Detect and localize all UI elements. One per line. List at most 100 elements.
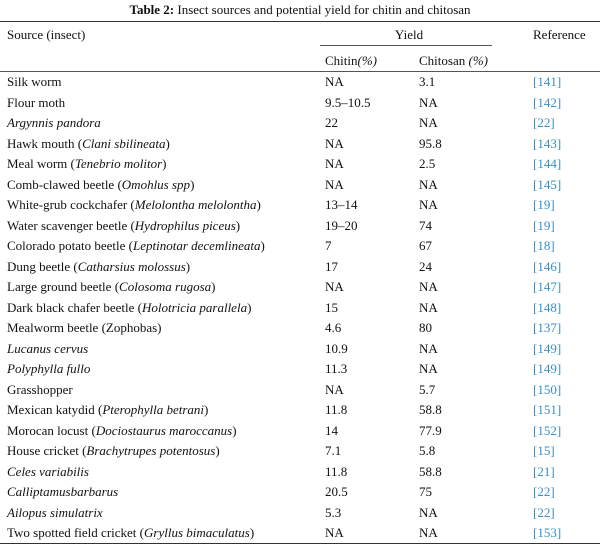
row-chitin: 13–14 bbox=[325, 197, 358, 212]
row-reference: [143] bbox=[533, 136, 562, 151]
row-chitosan: NA bbox=[419, 115, 438, 130]
reference-link[interactable]: 151 bbox=[537, 402, 557, 417]
reference-link[interactable]: 18 bbox=[537, 238, 551, 253]
reference-link[interactable]: 147 bbox=[537, 279, 557, 294]
bottom-rule bbox=[0, 543, 600, 544]
row-chitin: 11.3 bbox=[325, 361, 348, 376]
scientific-name: Dociostaurus maroccanus bbox=[95, 423, 233, 438]
table-caption: Table 2: Insect sources and potential yi… bbox=[0, 2, 600, 18]
row-reference: [144] bbox=[533, 156, 562, 171]
row-source: Water scavenger beetle (Hydrophilus pice… bbox=[7, 218, 241, 233]
row-chitosan: 75 bbox=[419, 484, 432, 499]
reference-link[interactable]: 22 bbox=[537, 505, 551, 520]
reference-link[interactable]: 22 bbox=[537, 115, 551, 130]
row-chitosan: NA bbox=[419, 505, 438, 520]
row-source: Large ground beetle (Colosoma rugosa) bbox=[7, 279, 216, 294]
top-rule bbox=[0, 21, 600, 22]
row-chitosan: 5.7 bbox=[419, 382, 436, 397]
row-reference: [141] bbox=[533, 74, 562, 89]
source-name: House cricket ( bbox=[7, 443, 87, 458]
row-reference: [19] bbox=[533, 218, 555, 233]
source-name: Meal worm ( bbox=[7, 156, 75, 171]
source-name: Lucanus cervus bbox=[7, 341, 89, 356]
row-source: Celes variabilis bbox=[7, 464, 89, 480]
row-reference: [146] bbox=[533, 259, 562, 274]
reference-link[interactable]: 145 bbox=[537, 177, 557, 192]
row-chitin: NA bbox=[325, 525, 344, 540]
row-chitin: 11.8 bbox=[325, 402, 348, 417]
row-chitosan: NA bbox=[419, 341, 438, 356]
row-chitosan: 77.9 bbox=[419, 423, 442, 438]
scientific-name: Clani sbilineata bbox=[82, 136, 166, 151]
row-source: Colorado potato beetle (Leptinotar decem… bbox=[7, 238, 265, 253]
header-chitosan: Chitosan (%) bbox=[419, 53, 488, 69]
row-chitosan: NA bbox=[419, 177, 438, 192]
row-reference: [149] bbox=[533, 361, 562, 376]
source-name: Calliptamusbarbarus bbox=[7, 484, 119, 499]
row-source: Calliptamusbarbarus bbox=[7, 484, 118, 500]
scientific-name: Omohlus spp bbox=[121, 177, 191, 192]
row-source: Flour moth bbox=[7, 95, 65, 111]
row-chitosan: NA bbox=[419, 95, 438, 110]
row-chitin: 14 bbox=[325, 423, 338, 438]
row-chitin: 22 bbox=[325, 115, 338, 130]
caption-text: Insect sources and potential yield for c… bbox=[177, 2, 471, 17]
reference-link[interactable]: 150 bbox=[537, 382, 557, 397]
reference-link[interactable]: 141 bbox=[537, 74, 557, 89]
row-chitin: NA bbox=[325, 177, 344, 192]
row-source: Mealworm beetle (Zophobas) bbox=[7, 320, 162, 336]
row-reference: [145] bbox=[533, 177, 562, 192]
reference-link[interactable]: 22 bbox=[537, 484, 551, 499]
reference-link[interactable]: 15 bbox=[537, 443, 551, 458]
reference-link[interactable]: 153 bbox=[537, 525, 557, 540]
row-chitin: 9.5–10.5 bbox=[325, 95, 371, 110]
source-name: White-grub cockchafer ( bbox=[7, 197, 135, 212]
row-source: House cricket (Brachytrupes potentosus) bbox=[7, 443, 220, 458]
row-reference: [22] bbox=[533, 484, 555, 499]
row-reference: [142] bbox=[533, 95, 562, 110]
reference-link[interactable]: 19 bbox=[537, 197, 551, 212]
row-reference: [152] bbox=[533, 423, 562, 438]
row-source: Morocan locust (Dociostaurus maroccanus) bbox=[7, 423, 237, 438]
source-name: Large ground beetle ( bbox=[7, 279, 120, 294]
reference-link[interactable]: 143 bbox=[537, 136, 557, 151]
reference-link[interactable]: 137 bbox=[537, 320, 557, 335]
row-chitin: NA bbox=[325, 279, 344, 294]
row-chitosan: NA bbox=[419, 525, 438, 540]
reference-link[interactable]: 149 bbox=[537, 361, 557, 376]
row-chitosan: 58.8 bbox=[419, 402, 442, 417]
source-name: Dark black chafer beetle ( bbox=[7, 300, 142, 315]
source-name: Comb-clawed beetle ( bbox=[7, 177, 122, 192]
reference-link[interactable]: 19 bbox=[537, 218, 551, 233]
row-source: Dung beetle (Catharsius molossus) bbox=[7, 259, 191, 274]
header-chitin-label: Chitin bbox=[325, 53, 358, 68]
scientific-name: Pterophylla betrani bbox=[102, 402, 205, 417]
row-chitin: NA bbox=[325, 156, 344, 171]
reference-link[interactable]: 144 bbox=[537, 156, 557, 171]
row-reference: [150] bbox=[533, 382, 562, 397]
row-chitosan: 80 bbox=[419, 320, 432, 335]
source-name: Morocan locust ( bbox=[7, 423, 96, 438]
row-chitosan: 24 bbox=[419, 259, 432, 274]
reference-link[interactable]: 148 bbox=[537, 300, 557, 315]
row-chitin: 15 bbox=[325, 300, 338, 315]
row-reference: [21] bbox=[533, 464, 555, 479]
scientific-name: Tenebrio molitor bbox=[74, 156, 163, 171]
row-reference: [15] bbox=[533, 443, 555, 458]
row-source: Lucanus cervus bbox=[7, 341, 88, 357]
source-name: Celes variabilis bbox=[7, 464, 89, 479]
row-chitin: NA bbox=[325, 74, 344, 89]
reference-link[interactable]: 146 bbox=[537, 259, 557, 274]
header-chitin-unit: (%) bbox=[357, 53, 378, 68]
row-source: Meal worm (Tenebrio molitor) bbox=[7, 156, 167, 171]
source-name: Silk worm bbox=[7, 74, 62, 89]
row-chitosan: NA bbox=[419, 197, 438, 212]
row-chitin: NA bbox=[325, 136, 344, 151]
row-chitin: 19–20 bbox=[325, 218, 358, 233]
reference-link[interactable]: 152 bbox=[537, 423, 557, 438]
reference-link[interactable]: 21 bbox=[537, 464, 551, 479]
row-source: Comb-clawed beetle (Omohlus spp) bbox=[7, 177, 195, 192]
reference-link[interactable]: 142 bbox=[537, 95, 557, 110]
reference-link[interactable]: 149 bbox=[537, 341, 557, 356]
source-name: Polyphylla fullo bbox=[7, 361, 91, 376]
